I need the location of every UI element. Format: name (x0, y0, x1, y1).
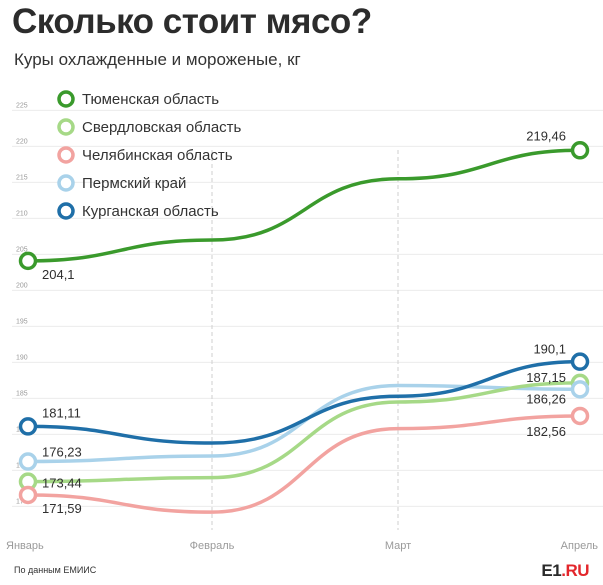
y-tick-label: 170 (16, 498, 28, 505)
endpoint-marker (18, 417, 38, 436)
data-label: 219,46 (526, 128, 566, 143)
y-tick-label: 185 (16, 390, 28, 397)
source-note: По данным ЕМИИС (14, 565, 97, 575)
data-label: 190,1 (533, 342, 566, 357)
endpoint-marker (570, 380, 590, 399)
legend-label: Тюменская область (82, 91, 219, 108)
x-axis-ticks: Январь Февраль Март Апрель (6, 540, 598, 552)
chart-subtitle: Куры охлажденные и мороженые, кг (14, 50, 301, 69)
legend-marker (57, 118, 75, 136)
series-points (18, 141, 590, 505)
legend: Тюменская область Свердловская область Чел… (57, 90, 242, 220)
series-line (26, 381, 582, 484)
y-tick-label: 220 (16, 138, 28, 145)
legend-label: Свердловская область (82, 119, 242, 136)
data-label: 176,23 (42, 445, 82, 460)
grid (12, 109, 603, 530)
endpoint-marker (18, 251, 38, 271)
y-tick-label: 190 (16, 354, 28, 361)
series-line (26, 148, 582, 263)
data-label: 187,15 (526, 370, 566, 385)
logo-dot: . (561, 561, 566, 580)
data-label: 171,59 (42, 501, 82, 516)
y-tick-label: 205 (16, 246, 28, 253)
endpoint-marker (570, 141, 590, 160)
endpoint-marker (18, 485, 38, 505)
data-label: 182,56 (526, 424, 566, 439)
chart-title: Сколько стоит мясо? (12, 2, 372, 41)
y-tick-label: 195 (16, 318, 28, 325)
legend-label: Челябинская область (82, 147, 233, 164)
data-label: 173,44 (42, 476, 82, 491)
x-tick-label: Февраль (190, 540, 235, 552)
y-tick-label: 200 (16, 282, 28, 289)
data-label: 204,1 (42, 267, 75, 282)
y-tick-label: 215 (16, 174, 28, 181)
endpoint-marker (18, 452, 38, 471)
series-line (26, 414, 582, 514)
logo-suffix: RU (565, 561, 589, 580)
logo-main: E1 (541, 561, 562, 580)
series-lines (26, 148, 582, 514)
legend-label: Курганская область (82, 203, 219, 220)
legend-label: Пермский край (82, 175, 186, 192)
legend-marker (57, 174, 75, 192)
data-labels: 204,1 219,46 173,44 187,15 171,59 182,56 176,2… (42, 128, 566, 516)
data-label: 186,26 (526, 391, 566, 406)
x-tick-label: Январь (6, 540, 44, 552)
series-line (26, 359, 582, 445)
series-line (26, 383, 582, 464)
x-tick-label: Апрель (561, 540, 599, 552)
legend-marker (57, 146, 75, 164)
e1-logo: E1.RU (541, 561, 589, 581)
endpoint-marker (570, 406, 590, 426)
legend-marker (57, 202, 75, 220)
endpoint-marker (570, 352, 590, 371)
legend-marker (57, 90, 75, 108)
x-tick-label: Март (385, 540, 411, 552)
y-tick-label: 210 (16, 210, 28, 217)
y-axis-ticks: 170175180185190195200205210215220225 (16, 102, 28, 505)
y-tick-label: 225 (16, 102, 28, 109)
data-label: 181,11 (42, 405, 81, 420)
